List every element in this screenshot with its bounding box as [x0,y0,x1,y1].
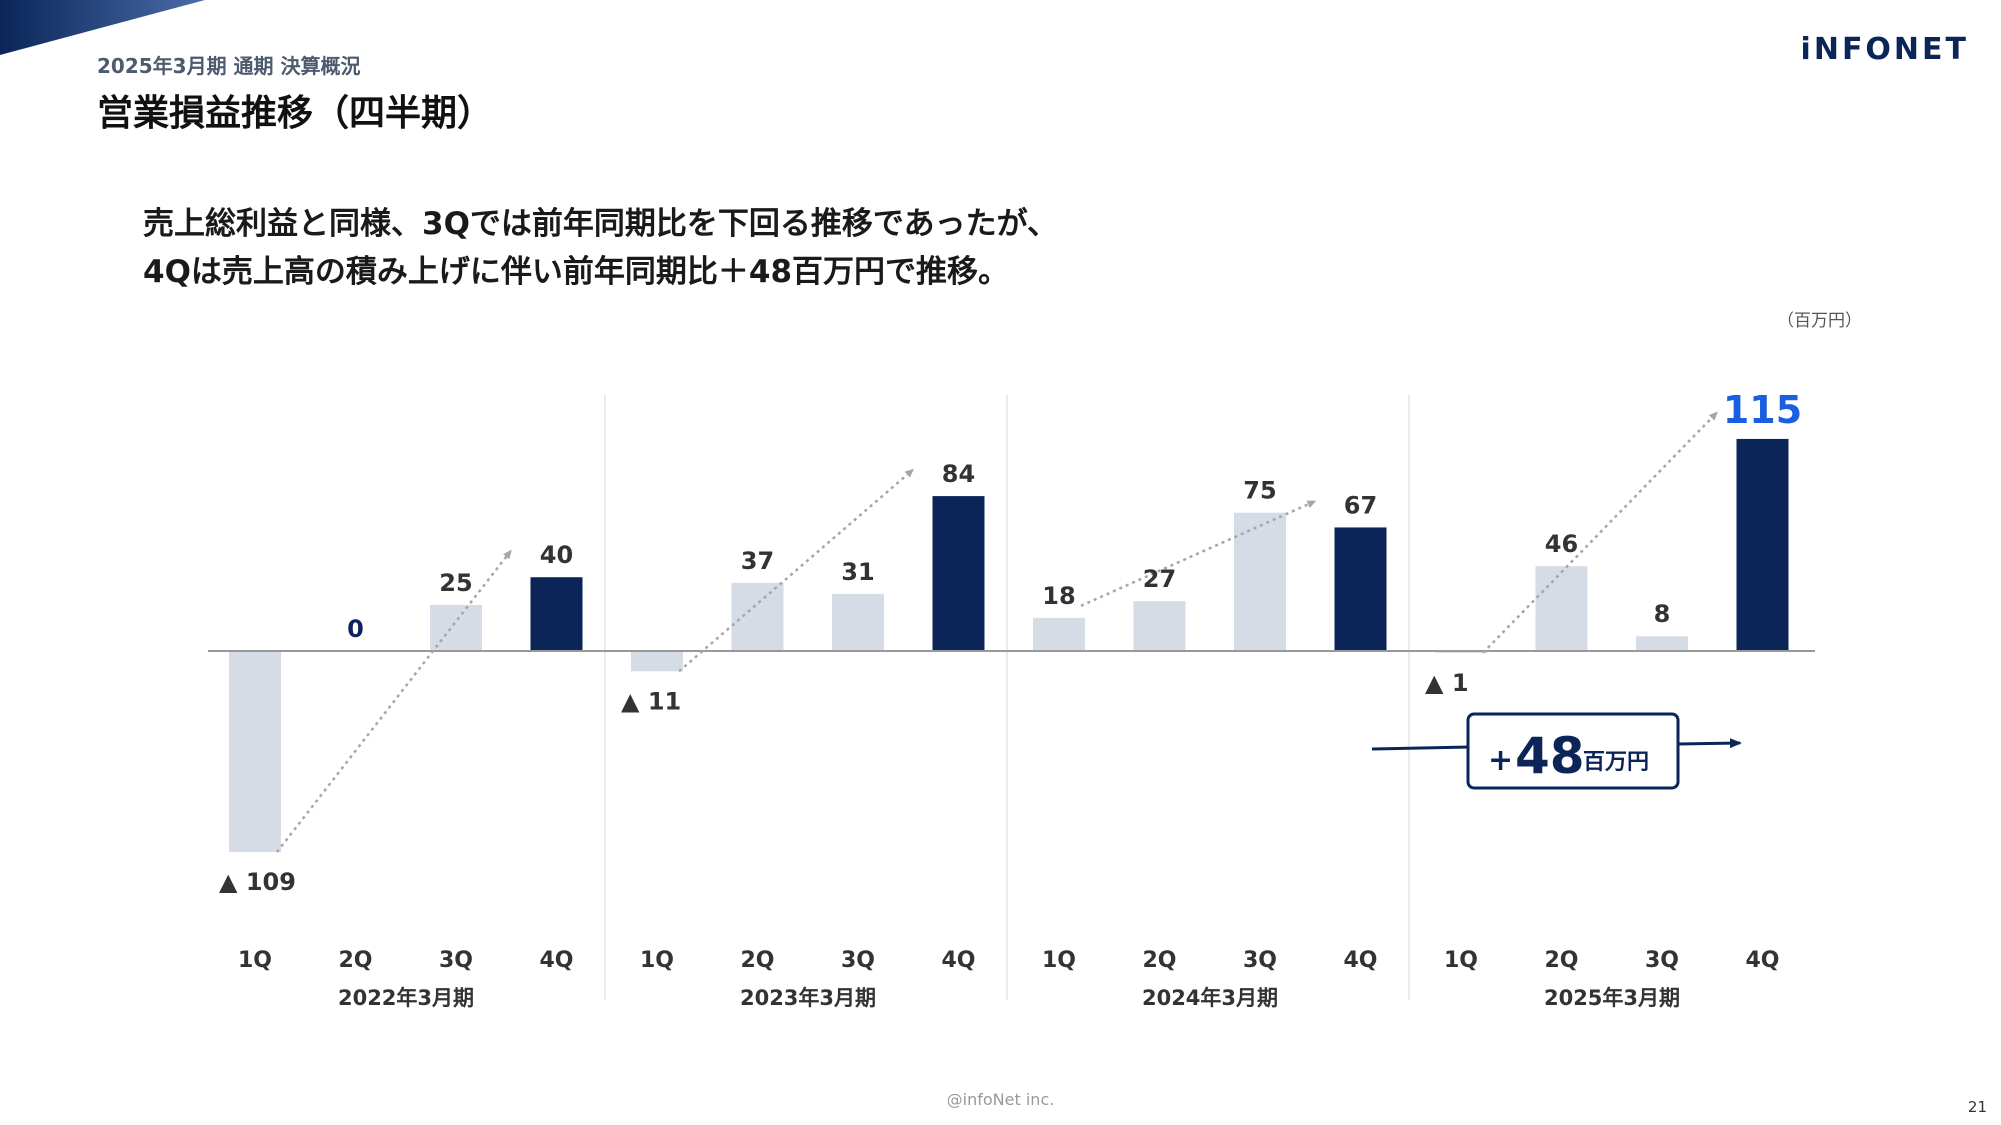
value-label: 46 [1545,530,1578,558]
trend-arrow [276,549,512,853]
callout-box [1466,712,1680,790]
callout-arrow-right-line [1677,738,1742,749]
headline-line-1: 売上総利益と同様、3Qでは前年同期比を下回る推移であったが、 [143,206,1058,242]
bar-2024年3月期-1Q [1033,617,1085,651]
page-number: 21 [1967,1098,1987,1116]
value-label: 8 [1654,600,1671,628]
quarter-tick-label: 2Q [338,948,372,973]
quarter-tick-label: 2Q [1142,948,1176,973]
value-label: 27 [1143,565,1176,593]
trend-arrow [678,468,915,673]
quarter-tick-label: 1Q [1042,948,1076,973]
quarter-tick-label: 1Q [640,948,674,973]
value-label: 31 [841,558,874,586]
value-label: ▲ 11 [621,687,681,715]
bar-2022年3月期-1Q [229,651,281,852]
value-label: 75 [1243,477,1276,505]
bar-2023年3月期-3Q [832,593,884,651]
value-label: 40 [540,541,573,569]
value-label: ▲ 109 [219,868,296,896]
bar-2024年3月期-3Q [1234,512,1286,651]
headline: 売上総利益と同様、3Qでは前年同期比を下回る推移であったが、 4Qは売上高の積み… [143,200,1058,296]
quarter-tick-label: 4Q [941,948,975,973]
bar-2022年3月期-3Q [430,604,482,651]
unit-label: （百万円） [1777,311,1862,331]
quarter-tick-label: 4Q [1745,948,1779,973]
quarter-tick-label: 3Q [439,948,473,973]
quarter-tick-label: 3Q [1243,948,1277,973]
headline-line-2: 4Qは売上高の積み上げに伴い前年同期比＋48百万円で推移。 [143,254,1010,290]
value-label: ▲ 1 [1425,669,1469,697]
value-label: 115 [1723,388,1802,432]
fiscal-year-label: 2024年3月期 [1142,986,1278,1010]
quarter-tick-label: 2Q [740,948,774,973]
bar-2025年3月期-3Q [1636,636,1688,651]
bar-2023年3月期-1Q [631,651,683,672]
operating-income-chart: ▲ 109 0 25 40 ▲ 11 37 31 84 18 27 75 67 ▲ 1 46 8 115 1Q… [208,388,1815,1010]
callout-arrow-left-line [1371,745,1471,751]
quarter-tick-label: 3Q [1645,948,1679,973]
fiscal-year-label: 2022年3月期 [338,986,474,1010]
quarter-tick-label: 2Q [1544,948,1578,973]
bar-2025年3月期-2Q [1535,566,1588,651]
value-label: 0 [347,615,364,643]
bar-2024年3月期-4Q [1334,527,1387,651]
callout-unit: 百万円 [1583,750,1649,775]
value-label: 25 [439,569,472,597]
report-subtitle: 2025年3月期 通期 決算概況 [97,54,361,78]
header-corner-band [0,0,205,55]
bar-2024年3月期-2Q [1133,601,1186,651]
callout-prefix: + [1488,743,1513,778]
bar-2023年3月期-2Q [731,582,784,651]
fiscal-year-label: 2025年3月期 [1544,986,1680,1010]
quarter-tick-label: 1Q [1444,948,1478,973]
value-label: 67 [1344,491,1377,519]
fiscal-year-label: 2023年3月期 [740,986,876,1010]
company-logo: iNFONET [1800,32,1969,67]
yoy-callout: + 48 百万円 [1371,712,1742,790]
footer-copyright: @infoNet inc. [946,1090,1055,1109]
value-label: 37 [741,547,774,575]
bar-2022年3月期-4Q [530,577,583,651]
trend-arrow [1482,411,1718,654]
quarter-tick-label: 1Q [238,948,272,973]
quarter-tick-label: 4Q [539,948,573,973]
page-title: 営業損益推移（四半期） [97,93,494,134]
quarter-tick-label: 3Q [841,948,875,973]
bar-2025年3月期-4Q [1736,438,1789,651]
trend-arrow [1080,500,1317,607]
callout-value: 48 [1515,727,1585,785]
quarter-tick-label: 4Q [1343,948,1377,973]
bar-2023年3月期-4Q [932,496,985,651]
value-label: 18 [1042,582,1075,610]
value-label: 84 [942,460,975,488]
